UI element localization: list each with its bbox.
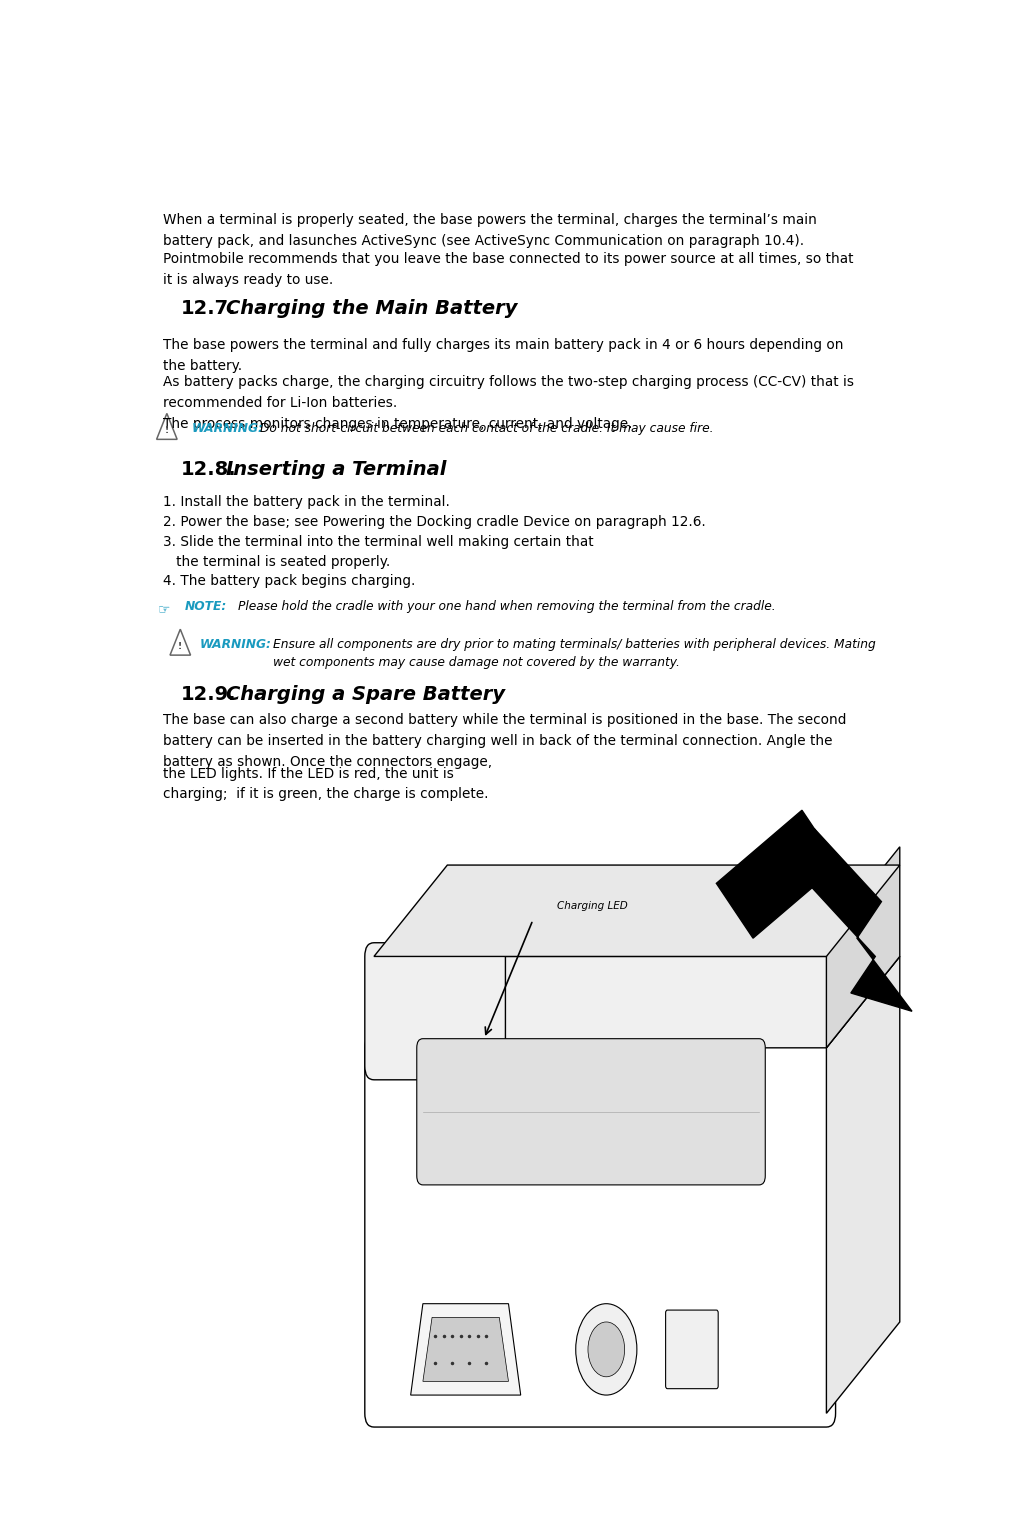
Text: 12.7.: 12.7.	[181, 299, 236, 318]
Text: !: !	[165, 426, 169, 436]
Text: the LED lights. If the LED is red, the unit is: the LED lights. If the LED is red, the u…	[163, 766, 453, 781]
Text: 4. The battery pack begins charging.: 4. The battery pack begins charging.	[163, 574, 416, 588]
Text: 62: 62	[513, 1316, 532, 1330]
Text: WARNING:: WARNING:	[193, 422, 264, 436]
Text: Inserting a Terminal: Inserting a Terminal	[226, 460, 446, 478]
Text: NOTE:: NOTE:	[185, 600, 227, 614]
Text: Charging a Spare Battery: Charging a Spare Battery	[226, 685, 505, 704]
Text: As battery packs charge, the charging circuitry follows the two-step charging pr: As battery packs charge, the charging ci…	[163, 375, 854, 388]
Text: Charging LED: Charging LED	[557, 900, 628, 911]
Text: the terminal is seated properly.: the terminal is seated properly.	[163, 554, 390, 568]
Text: the battery.: the battery.	[163, 359, 243, 373]
Text: 12.8.: 12.8.	[181, 460, 236, 478]
Text: battery as shown. Once the connectors engage,: battery as shown. Once the connectors en…	[163, 755, 492, 769]
Text: The base powers the terminal and fully charges its main battery pack in 4 or 6 h: The base powers the terminal and fully c…	[163, 338, 844, 352]
Text: recommended for Li-Ion batteries.: recommended for Li-Ion batteries.	[163, 396, 397, 410]
Polygon shape	[423, 1317, 508, 1381]
Text: The base can also charge a second battery while the terminal is positioned in th: The base can also charge a second batter…	[163, 713, 847, 726]
Text: charging;  if it is green, the charge is complete.: charging; if it is green, the charge is …	[163, 787, 488, 801]
FancyBboxPatch shape	[417, 1039, 765, 1185]
Polygon shape	[826, 956, 900, 1413]
Text: 2. Power the base; see Powering the Docking cradle Device on paragraph 12.6.: 2. Power the base; see Powering the Dock…	[163, 515, 706, 528]
Polygon shape	[374, 956, 900, 1048]
Circle shape	[588, 1322, 625, 1377]
Text: The process monitors changes in temperature, current, and voltage.: The process monitors changes in temperat…	[163, 417, 633, 431]
Text: ☞: ☞	[157, 603, 170, 617]
Text: Please hold the cradle with your one hand when removing the terminal from the cr: Please hold the cradle with your one han…	[238, 600, 775, 614]
FancyBboxPatch shape	[365, 943, 505, 1080]
Text: battery pack, and lasunches ActiveSync (see ActiveSync Communication on paragrap: battery pack, and lasunches ActiveSync (…	[163, 235, 804, 248]
Polygon shape	[808, 829, 912, 1011]
Polygon shape	[826, 847, 900, 1048]
Text: 3. Slide the terminal into the terminal well making certain that: 3. Slide the terminal into the terminal …	[163, 535, 593, 548]
Text: Do not short-circuit between each contact of the cradle. It may cause fire.: Do not short-circuit between each contac…	[260, 422, 713, 436]
Text: Ensure all components are dry prior to mating terminals/ batteries with peripher: Ensure all components are dry prior to m…	[273, 638, 876, 669]
Text: WARNING:: WARNING:	[200, 638, 272, 650]
Text: Pointmobile recommends that you leave the base connected to its power source at : Pointmobile recommends that you leave th…	[163, 251, 854, 267]
Text: !: !	[178, 643, 182, 652]
Text: it is always ready to use.: it is always ready to use.	[163, 273, 333, 286]
Text: Charging the Main Battery: Charging the Main Battery	[226, 299, 518, 318]
Text: 12.9.: 12.9.	[181, 685, 236, 704]
FancyBboxPatch shape	[365, 1034, 836, 1427]
Polygon shape	[716, 810, 839, 938]
FancyBboxPatch shape	[665, 1310, 718, 1389]
Circle shape	[576, 1304, 637, 1395]
Text: battery can be inserted in the battery charging well in back of the terminal con: battery can be inserted in the battery c…	[163, 734, 833, 748]
Polygon shape	[374, 865, 900, 956]
Text: When a terminal is properly seated, the base powers the terminal, charges the te: When a terminal is properly seated, the …	[163, 213, 817, 227]
Text: 1. Install the battery pack in the terminal.: 1. Install the battery pack in the termi…	[163, 495, 449, 509]
Polygon shape	[411, 1304, 521, 1395]
